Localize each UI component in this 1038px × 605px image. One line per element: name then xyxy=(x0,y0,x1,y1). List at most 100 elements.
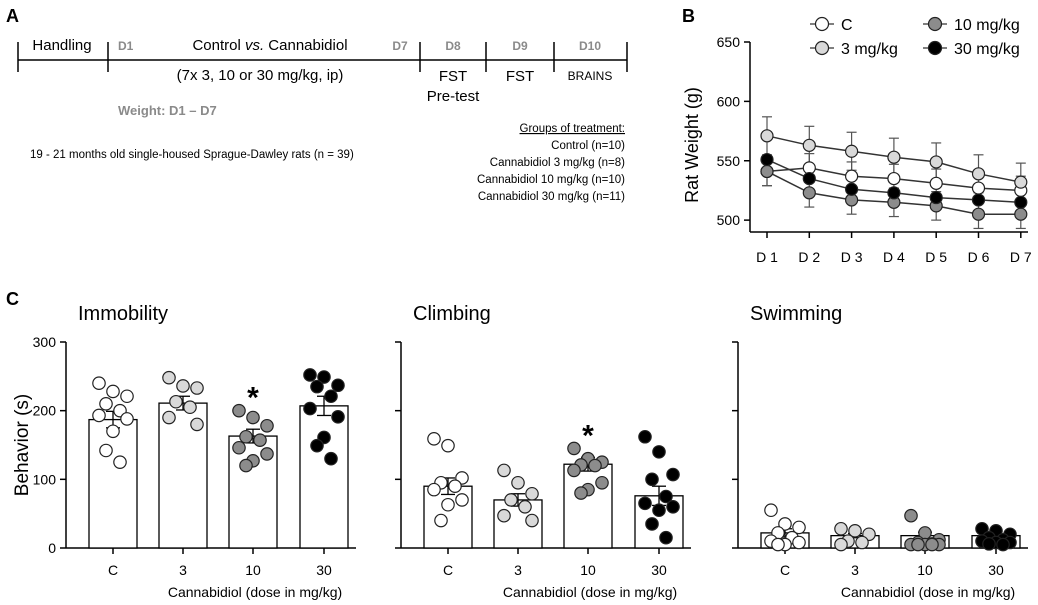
bar-x-tick-label: C xyxy=(443,562,453,578)
panel-label-c: C xyxy=(6,289,19,309)
weight-data-point xyxy=(929,190,943,205)
weight-y-tick-label: 500 xyxy=(717,212,741,228)
fst-pretest-label-1: FST xyxy=(439,68,467,85)
bar-data-point xyxy=(190,381,204,395)
bar xyxy=(299,405,349,549)
weight-data-point xyxy=(971,193,986,207)
swimming-chart-title: Swimming xyxy=(750,303,842,325)
bar-data-point xyxy=(497,463,511,478)
bar-data-point xyxy=(303,401,317,416)
bar-data-point xyxy=(666,467,680,482)
bar-data-point xyxy=(176,379,190,393)
weight-data-point xyxy=(971,207,986,221)
immobility-chart-xlabel: Cannabidiol (dose in mg/kg) xyxy=(168,584,342,600)
weight-data-point xyxy=(887,186,901,200)
bar-y-tick-label: 200 xyxy=(33,403,57,419)
timeline: Handling D1 Control vs. Cannabidiol (7x … xyxy=(17,37,628,203)
treatment-label: Control vs. Cannabidiol xyxy=(192,37,347,54)
weight-y-tick-label: 550 xyxy=(717,153,741,169)
legend-label: 3 mg/kg xyxy=(841,41,898,58)
day-label-d10: D10 xyxy=(579,39,601,53)
swimming-chart: Swimming Cannabidiol (dose in mg/kg) C 3 1… xyxy=(732,303,1028,600)
bar-data-point xyxy=(106,384,120,399)
weight-data-point xyxy=(802,138,816,152)
legend-label: C xyxy=(841,17,853,34)
bar-data-point xyxy=(260,447,274,461)
significance-marker: * xyxy=(247,382,259,415)
legend-marker xyxy=(927,16,943,32)
bar-data-point xyxy=(441,497,455,512)
bar-data-point xyxy=(848,524,862,538)
bar-data-point xyxy=(99,443,113,458)
legend-marker xyxy=(814,40,830,56)
weight-data-point xyxy=(887,150,901,164)
bar-x-tick-label: 30 xyxy=(651,562,667,578)
weight-x-tick-label: D 1 xyxy=(756,249,778,265)
weight-data-point xyxy=(760,129,774,143)
bar-data-point xyxy=(434,513,448,528)
bar-data-point xyxy=(232,403,246,418)
subjects-label: 19 - 21 months old single-housed Sprague… xyxy=(30,149,354,161)
weight-y-tick-label: 600 xyxy=(717,93,741,109)
groups-title: Groups of treatment: xyxy=(520,123,625,135)
bar-data-point xyxy=(441,438,455,453)
legend-label: 30 mg/kg xyxy=(954,41,1020,58)
weight-x-tick-label: D 7 xyxy=(1010,249,1032,265)
bar-data-point xyxy=(427,432,441,446)
bar-x-tick-label: 3 xyxy=(514,562,522,578)
bar-data-point xyxy=(317,370,331,384)
bar-x-tick-label: 10 xyxy=(245,562,261,578)
weight-x-tick-label: D 5 xyxy=(925,249,947,265)
weight-data-point xyxy=(887,171,901,186)
bar-data-point xyxy=(190,417,204,432)
bar-data-point xyxy=(525,486,539,501)
immobility-chart: Immobility Behavior (s) Cannabidiol (dos… xyxy=(12,303,356,600)
bar-data-point xyxy=(659,530,673,545)
bar-data-point xyxy=(792,520,806,535)
weight-data-point xyxy=(802,186,816,200)
group-item: Cannabidiol 3 mg/kg (n=8) xyxy=(490,157,625,169)
weight-data-point xyxy=(760,164,774,179)
bar-y-tick-label: 100 xyxy=(33,471,57,487)
bar-data-point xyxy=(162,370,176,385)
behavior-ylabel: Behavior (s) xyxy=(12,394,33,496)
bar-data-point xyxy=(232,440,246,455)
bar-data-point xyxy=(120,389,134,404)
bar-x-tick-label: 30 xyxy=(316,562,332,578)
bar-data-point xyxy=(595,475,609,490)
bar-data-point xyxy=(331,410,345,424)
weight-label: Weight: D1 – D7 xyxy=(118,103,217,118)
bar-data-point xyxy=(253,433,267,447)
group-item: Control (n=10) xyxy=(551,140,625,152)
climbing-chart: Climbing Cannabidiol (dose in mg/kg) C 3 1… xyxy=(395,303,691,600)
bar-data-point xyxy=(303,368,317,382)
bar-data-point xyxy=(666,499,680,514)
weight-x-tick-label: D 3 xyxy=(841,249,863,265)
weight-data-point xyxy=(929,155,943,169)
bar-x-tick-label: 3 xyxy=(851,562,859,578)
dosing-label: (7x 3, 10 or 30 mg/kg, ip) xyxy=(177,67,344,84)
weight-data-point xyxy=(844,144,859,158)
bar-data-point xyxy=(99,396,113,411)
bar-data-point xyxy=(764,503,778,518)
bar-data-point xyxy=(645,472,659,487)
bar-data-point xyxy=(113,455,127,469)
bar-data-point xyxy=(925,537,939,552)
bar-x-tick-label: C xyxy=(780,562,790,578)
bar-data-point xyxy=(638,496,652,511)
day-label-d8: D8 xyxy=(445,39,461,53)
weight-data-point xyxy=(929,176,943,190)
bar-data-point xyxy=(982,537,996,551)
weight-data-point xyxy=(760,152,774,167)
day-label-d9: D9 xyxy=(512,39,528,53)
weight-data-point xyxy=(844,169,859,183)
bar-data-point xyxy=(771,537,785,552)
bar-data-point xyxy=(455,493,469,507)
bar-data-point xyxy=(239,429,253,444)
fst-label: FST xyxy=(506,68,534,85)
bar-x-tick-label: 3 xyxy=(179,562,187,578)
bar-data-point xyxy=(904,508,918,523)
bar-x-tick-label: 30 xyxy=(988,562,1004,578)
weight-chart-ylabel: Rat Weight (g) xyxy=(682,87,702,203)
bar-data-point xyxy=(567,441,581,456)
